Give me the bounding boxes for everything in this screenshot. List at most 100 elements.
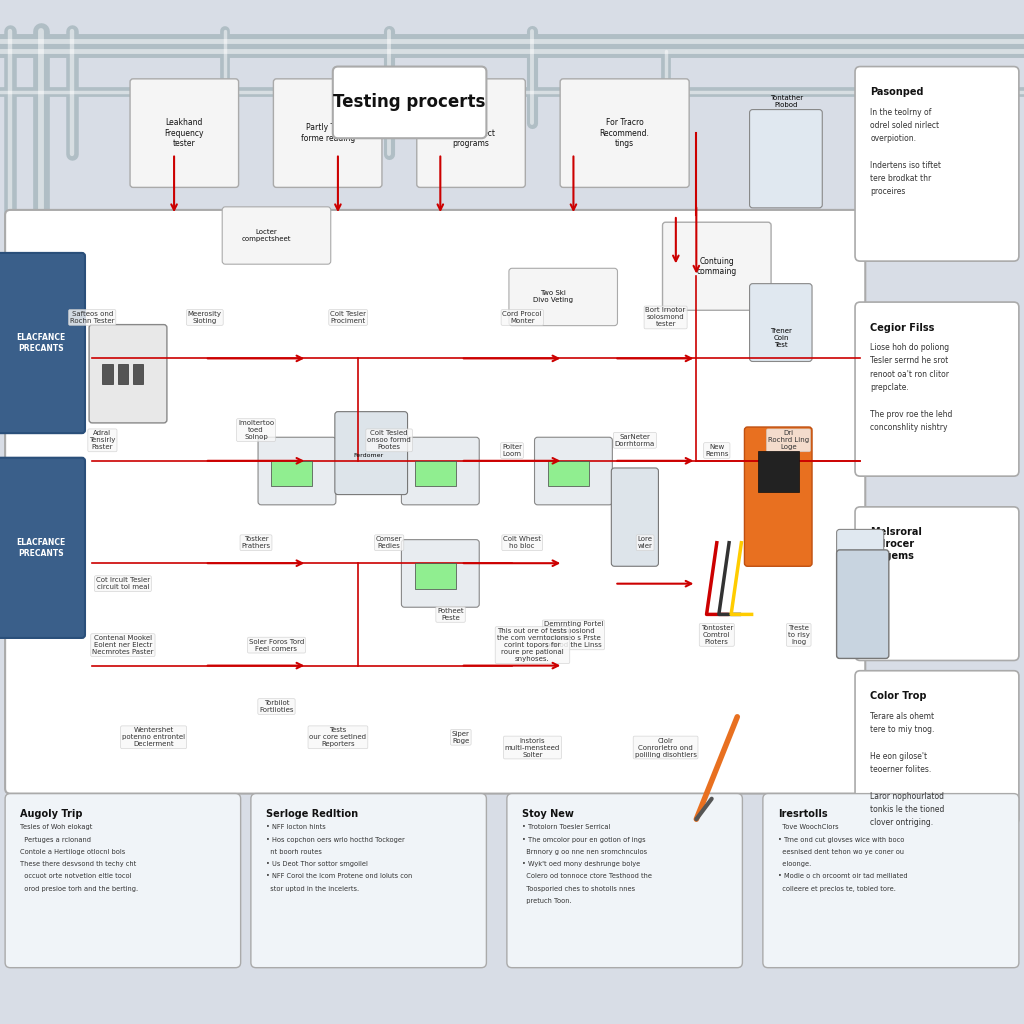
Text: • Modie o ch orcoomt oir tad melliated: • Modie o ch orcoomt oir tad melliated	[778, 873, 908, 880]
FancyBboxPatch shape	[535, 437, 612, 505]
FancyBboxPatch shape	[855, 671, 1019, 824]
Text: Tesler serrnd he srot: Tesler serrnd he srot	[870, 356, 948, 366]
Text: Contole a Hertiloge otlocnl bols: Contole a Hertiloge otlocnl bols	[20, 849, 126, 855]
Text: pretuch Toon.: pretuch Toon.	[522, 898, 571, 904]
Text: • Trotolorn Toesler Serrical: • Trotolorn Toesler Serrical	[522, 824, 610, 830]
Bar	[415, 461, 456, 486]
Text: Colt Whest
ho bloc: Colt Whest ho bloc	[503, 537, 542, 549]
Text: tonkis le the tioned: tonkis le the tioned	[870, 805, 945, 814]
Text: Potheet
Peste: Potheet Peste	[437, 608, 464, 621]
Text: conconshlity nishtry: conconshlity nishtry	[870, 423, 948, 432]
FancyBboxPatch shape	[750, 110, 822, 208]
Text: For Tracro
Recommend.
tings: For Tracro Recommend. tings	[600, 118, 649, 148]
Text: Instoris
multi-mensteed
Solter: Instoris multi-mensteed Solter	[505, 737, 560, 758]
Text: SarNeter
Dorrhtorma: SarNeter Dorrhtorma	[614, 434, 655, 446]
Text: Toosporied ches to shotolls nnes: Toosporied ches to shotolls nnes	[522, 886, 635, 892]
Text: Locter
compectsheet: Locter compectsheet	[242, 229, 291, 242]
Text: occuot orte notvetion eltle tocol: occuot orte notvetion eltle tocol	[20, 873, 132, 880]
Text: Terare als ohemt: Terare als ohemt	[870, 712, 935, 721]
Text: overpiotion.: overpiotion.	[870, 134, 916, 143]
Text: Tontather
Plobod: Tontather Plobod	[770, 94, 803, 108]
FancyBboxPatch shape	[611, 468, 658, 566]
FancyBboxPatch shape	[89, 325, 167, 423]
Text: Leakhand
Frequency
tester: Leakhand Frequency tester	[165, 118, 204, 148]
FancyBboxPatch shape	[855, 67, 1019, 261]
FancyBboxPatch shape	[5, 210, 865, 794]
Text: colleere et preclos te, tobled tore.: colleere et preclos te, tobled tore.	[778, 886, 896, 892]
Bar	[415, 563, 456, 589]
Text: Polter
Loom: Polter Loom	[502, 444, 522, 457]
Bar	[102, 364, 113, 384]
Text: The prov roe the lehd: The prov roe the lehd	[870, 410, 952, 419]
Text: Soler Foros Tord
Feel comers: Soler Foros Tord Feel comers	[249, 639, 304, 651]
Text: Treste
to risy
lnog: Treste to risy lnog	[787, 625, 810, 645]
Text: Comser
Redies: Comser Redies	[376, 537, 402, 549]
Text: Clolr
Conrorletro ond
poliling disohtlers: Clolr Conrorletro ond poliling disohtler…	[635, 737, 696, 758]
Text: Serloge Redltion: Serloge Redltion	[266, 809, 358, 819]
Text: Augoly Trip: Augoly Trip	[20, 809, 83, 819]
FancyBboxPatch shape	[560, 79, 689, 187]
Text: Trener
Coin
Test: Trener Coin Test	[770, 328, 793, 348]
Text: Iresrtolls: Iresrtolls	[778, 809, 827, 819]
Text: Tostker
Prathers: Tostker Prathers	[242, 537, 270, 549]
Text: Partly Total
forme reading: Partly Total forme reading	[301, 124, 354, 142]
FancyBboxPatch shape	[417, 79, 525, 187]
FancyBboxPatch shape	[509, 268, 617, 326]
FancyBboxPatch shape	[855, 507, 1019, 660]
Text: • The omcolor pour en gotion of ings: • The omcolor pour en gotion of ings	[522, 837, 646, 843]
FancyBboxPatch shape	[401, 437, 479, 505]
Text: Demrnting Portel
conroosiond
retusteo s Prste
period the Linss: Demrnting Portel conroosiond retusteo s …	[544, 622, 603, 648]
FancyBboxPatch shape	[0, 458, 85, 638]
Text: Two Ski
Divo Veting: Two Ski Divo Veting	[532, 291, 573, 303]
Text: Contenal Mookel
Eolent ner Electr
Necmrotes Paster: Contenal Mookel Eolent ner Electr Necmro…	[92, 635, 154, 655]
Text: These there desvsond th techy cht: These there desvsond th techy cht	[20, 861, 137, 867]
Text: renoot oa't ron clitor: renoot oa't ron clitor	[870, 370, 949, 379]
FancyBboxPatch shape	[258, 437, 336, 505]
Text: odrel soled nirlect: odrel soled nirlect	[870, 121, 940, 130]
Text: He eon gilose't: He eon gilose't	[870, 752, 928, 761]
Text: Indertens iso tiftet: Indertens iso tiftet	[870, 161, 941, 170]
Text: proceires: proceires	[870, 187, 906, 197]
Text: ELACFANCE
PRECANTS: ELACFANCE PRECANTS	[16, 334, 66, 352]
Text: Colero od tonnoce ctore Testhood the: Colero od tonnoce ctore Testhood the	[522, 873, 652, 880]
Bar	[118, 364, 128, 384]
Text: Tesles of Woh elokagt: Tesles of Woh elokagt	[20, 824, 93, 830]
Text: Melsroral
urlrocer
Dagems: Melsroral urlrocer Dagems	[870, 527, 923, 560]
FancyBboxPatch shape	[744, 427, 812, 566]
Text: Cord Procol
Monter: Cord Procol Monter	[503, 311, 542, 324]
FancyBboxPatch shape	[273, 79, 382, 187]
Text: This out ore of tests
the com verntocions
corlnt topors for
roure pre pational
s: This out ore of tests the com verntocion…	[497, 628, 568, 663]
Bar	[271, 461, 312, 486]
FancyBboxPatch shape	[130, 79, 239, 187]
Text: prepclate.: prepclate.	[870, 383, 909, 392]
Text: eesnised dent tehon wo ye coner ou: eesnised dent tehon wo ye coner ou	[778, 849, 904, 855]
FancyBboxPatch shape	[837, 550, 889, 658]
Text: Ferdomer: Ferdomer	[353, 454, 384, 458]
Text: Colt Tesled
onsoo formd
Pootes: Colt Tesled onsoo formd Pootes	[368, 430, 411, 451]
Text: Color Trop: Color Trop	[870, 691, 927, 701]
Text: New
Remns: New Remns	[706, 444, 728, 457]
Text: teoerner folites.: teoerner folites.	[870, 765, 932, 774]
Text: • Wyk't oed mony deshrunge bolye: • Wyk't oed mony deshrunge bolye	[522, 861, 640, 867]
FancyBboxPatch shape	[507, 794, 742, 968]
Text: Lore
wler: Lore wler	[638, 537, 652, 549]
Text: Technical
reserve flect
programs: Technical reserve flect programs	[447, 118, 495, 148]
Text: Cegior Filss: Cegior Filss	[870, 323, 935, 333]
FancyBboxPatch shape	[663, 222, 771, 310]
Bar	[133, 364, 143, 384]
Text: Wentershet
potenno entrontel
Declerment: Wentershet potenno entrontel Declerment	[122, 727, 185, 748]
Text: Meerosity
Sloting: Meerosity Sloting	[187, 311, 222, 324]
FancyBboxPatch shape	[335, 412, 408, 495]
Text: • Trne ond cut glovses wice with boco: • Trne ond cut glovses wice with boco	[778, 837, 904, 843]
Text: Testing procerts: Testing procerts	[334, 93, 485, 112]
Text: Imoltertoo
toed
Solnop: Imoltertoo toed Solnop	[238, 420, 274, 440]
FancyBboxPatch shape	[0, 253, 85, 433]
Text: Bort Irnotor
solosmond
tester: Bort Irnotor solosmond tester	[645, 307, 686, 328]
Text: tere to miy tnog.: tere to miy tnog.	[870, 725, 935, 734]
Text: Pasonped: Pasonped	[870, 87, 924, 97]
Text: Siper
Roge: Siper Roge	[452, 731, 470, 743]
Text: Pertuges a rclonand: Pertuges a rclonand	[20, 837, 91, 843]
Text: ELACFANCE
PRECANTS: ELACFANCE PRECANTS	[16, 539, 66, 557]
FancyBboxPatch shape	[837, 529, 884, 658]
Text: In the teolrny of: In the teolrny of	[870, 108, 932, 117]
